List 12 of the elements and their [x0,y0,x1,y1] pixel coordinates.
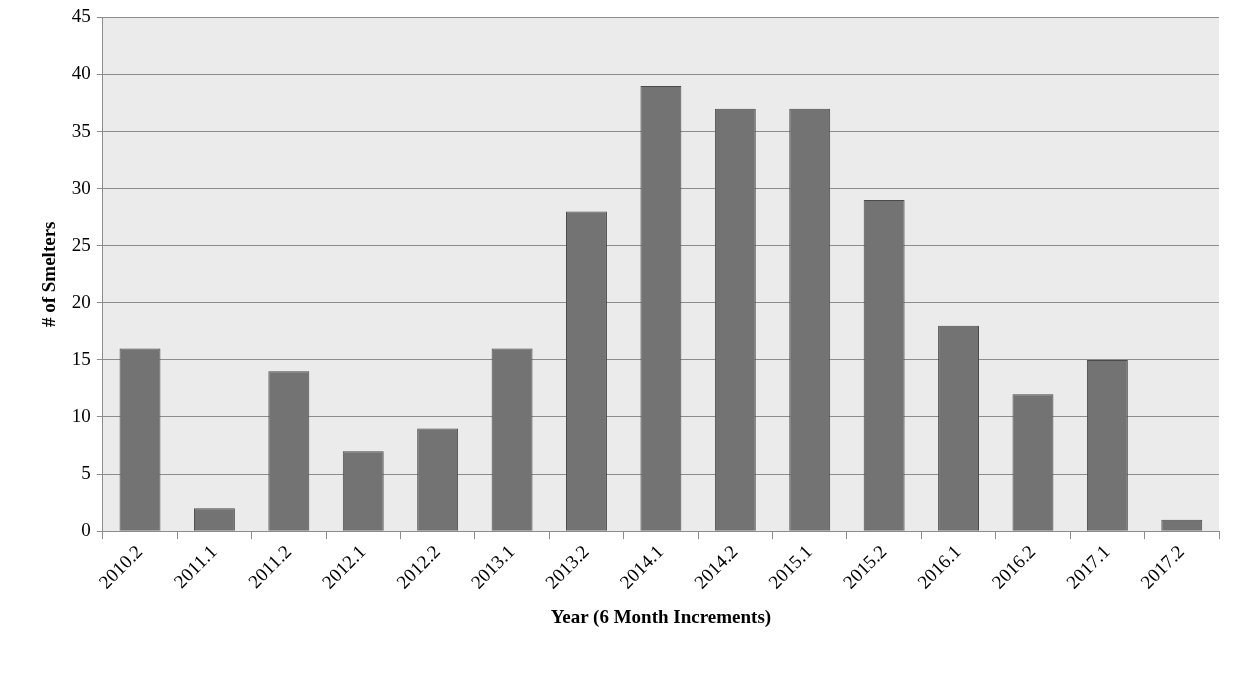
y-tick-label: 0 [81,519,91,541]
y-tick-label: 20 [71,290,91,312]
y-tick-label: 35 [71,119,91,141]
y-tick-label: 10 [71,404,91,426]
y-tick-label: 15 [71,347,91,369]
y-tick-label: 25 [71,233,91,255]
y-tick-label: 30 [71,176,91,198]
x-axis-title: Year (6 Month Increments) [550,605,772,628]
y-tick-label: 45 [71,5,91,27]
y-axis-title: # of Smelters [38,221,60,328]
y-tick-label: 40 [71,62,91,84]
y-tick-label: 5 [81,462,91,484]
